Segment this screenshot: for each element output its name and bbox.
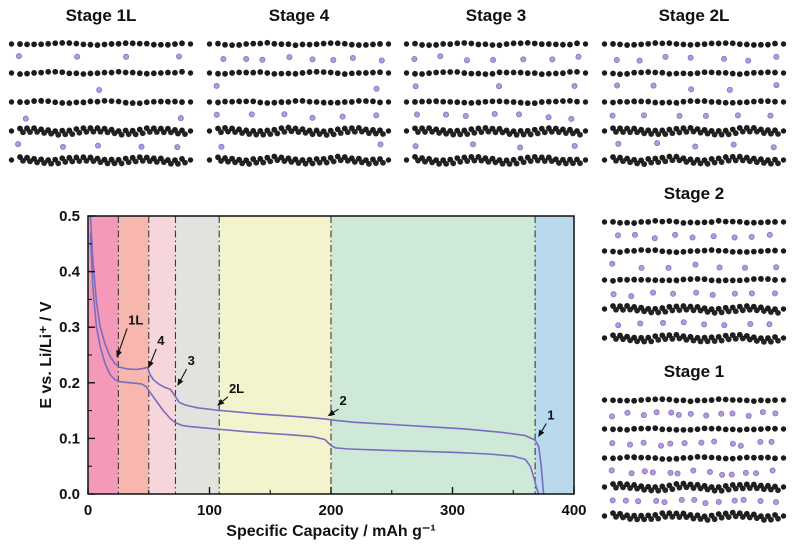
- svg-text:100: 100: [197, 502, 222, 519]
- svg-text:200: 200: [318, 502, 343, 519]
- svg-text:400: 400: [561, 502, 586, 519]
- stage-title-1: Stage 1: [663, 362, 725, 381]
- stage-structure-4: [206, 39, 392, 167]
- stage-title-2L: Stage 2L: [658, 6, 730, 25]
- stage-panel-3: Stage 3: [403, 6, 589, 178]
- svg-text:0.1: 0.1: [59, 430, 80, 447]
- svg-text:300: 300: [440, 502, 465, 519]
- svg-text:0.5: 0.5: [59, 208, 80, 225]
- svg-text:1L: 1L: [128, 312, 143, 327]
- svg-text:2L: 2L: [229, 381, 244, 396]
- x-axis-label: Specific Capacity / mAh g⁻¹: [226, 523, 436, 540]
- stage-panel-1L: Stage 1L: [8, 6, 194, 178]
- stage-panel-4: Stage 4: [206, 6, 392, 178]
- stage-title-1L: Stage 1L: [65, 6, 137, 25]
- stage-panel-1: Stage 1: [601, 362, 787, 539]
- svg-text:4: 4: [157, 333, 165, 348]
- svg-text:0.3: 0.3: [59, 319, 80, 336]
- stage-structure-1L: [8, 39, 194, 167]
- stage-title-4: Stage 4: [268, 6, 330, 25]
- svg-text:2: 2: [340, 393, 347, 408]
- stage-structure-2L: [601, 40, 787, 167]
- y-axis-label: E vs. Li/Li⁺ / V: [38, 301, 55, 409]
- stage-panel-2L: Stage 2L: [601, 6, 787, 178]
- stage-structure-3: [403, 39, 589, 167]
- svg-text:0.0: 0.0: [59, 486, 80, 503]
- svg-text:0.2: 0.2: [59, 375, 80, 392]
- stage-title-3: Stage 3: [465, 6, 527, 25]
- svg-text:0: 0: [84, 502, 92, 519]
- voltage-profile-chart: 0 100 200 300 400 0.0 0.1 0.2 0.3 0.4 0.5 1L 4 3 2L 2 1: [59, 208, 586, 519]
- svg-text:0.4: 0.4: [59, 264, 81, 281]
- stage-panel-2: Stage 2: [601, 184, 787, 356]
- svg-text:1: 1: [547, 407, 554, 422]
- svg-text:3: 3: [188, 353, 195, 368]
- voltage-profile-panel: 0 100 200 300 400 0.0 0.1 0.2 0.3 0.4 0.5 1L 4 3 2L 2 1: [26, 206, 600, 559]
- stage-title-2: Stage 2: [663, 184, 725, 203]
- stage-structure-2: [601, 217, 787, 345]
- stage-structure-1: [601, 396, 787, 523]
